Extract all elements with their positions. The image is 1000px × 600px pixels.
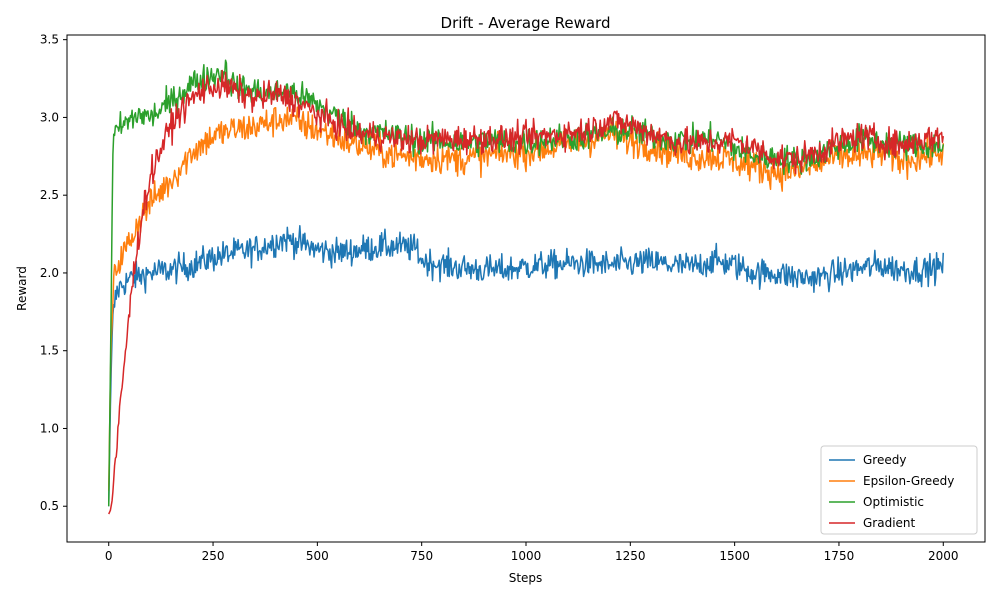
series-layer bbox=[107, 59, 945, 515]
x-tick-label: 1500 bbox=[719, 549, 750, 563]
y-axis-label: Reward bbox=[15, 266, 29, 311]
y-tick-label: 3.0 bbox=[40, 110, 59, 124]
series-line-epsilon-greedy bbox=[107, 106, 945, 491]
legend-box bbox=[820, 445, 978, 535]
legend-label: Gradient bbox=[863, 516, 916, 530]
y-tick-label: 2.0 bbox=[40, 266, 59, 280]
y-axis: 0.5 1.0 1.5 2.0 2.5 3.0 3.5 bbox=[40, 33, 67, 513]
y-tick-label: 1.5 bbox=[40, 344, 59, 358]
y-tick-label: 0.5 bbox=[40, 499, 59, 513]
x-tick-label: 1750 bbox=[824, 549, 855, 563]
x-axis: 0 250 500 750 1000 1250 1500 1750 2000 bbox=[105, 542, 959, 563]
legend-label: Optimistic bbox=[863, 495, 924, 509]
legend: Greedy Epsilon-Greedy Optimistic Gradient bbox=[820, 445, 978, 535]
legend-label: Greedy bbox=[863, 453, 906, 467]
x-tick-label: 500 bbox=[306, 549, 329, 563]
series-line-gradient bbox=[108, 69, 945, 515]
y-tick-label: 3.5 bbox=[40, 33, 59, 47]
x-tick-label: 2000 bbox=[928, 549, 959, 563]
x-tick-label: 1000 bbox=[511, 549, 542, 563]
x-tick-label: 0 bbox=[105, 549, 113, 563]
x-tick-label: 750 bbox=[410, 549, 433, 563]
chart-title: Drift - Average Reward bbox=[441, 14, 611, 32]
legend-label: Epsilon-Greedy bbox=[863, 474, 954, 488]
x-tick-label: 1250 bbox=[615, 549, 646, 563]
x-axis-label: Steps bbox=[509, 571, 543, 585]
y-tick-label: 2.5 bbox=[40, 188, 59, 202]
series-line-greedy bbox=[107, 225, 945, 507]
x-tick-label: 250 bbox=[202, 549, 225, 563]
y-tick-label: 1.0 bbox=[40, 421, 59, 435]
